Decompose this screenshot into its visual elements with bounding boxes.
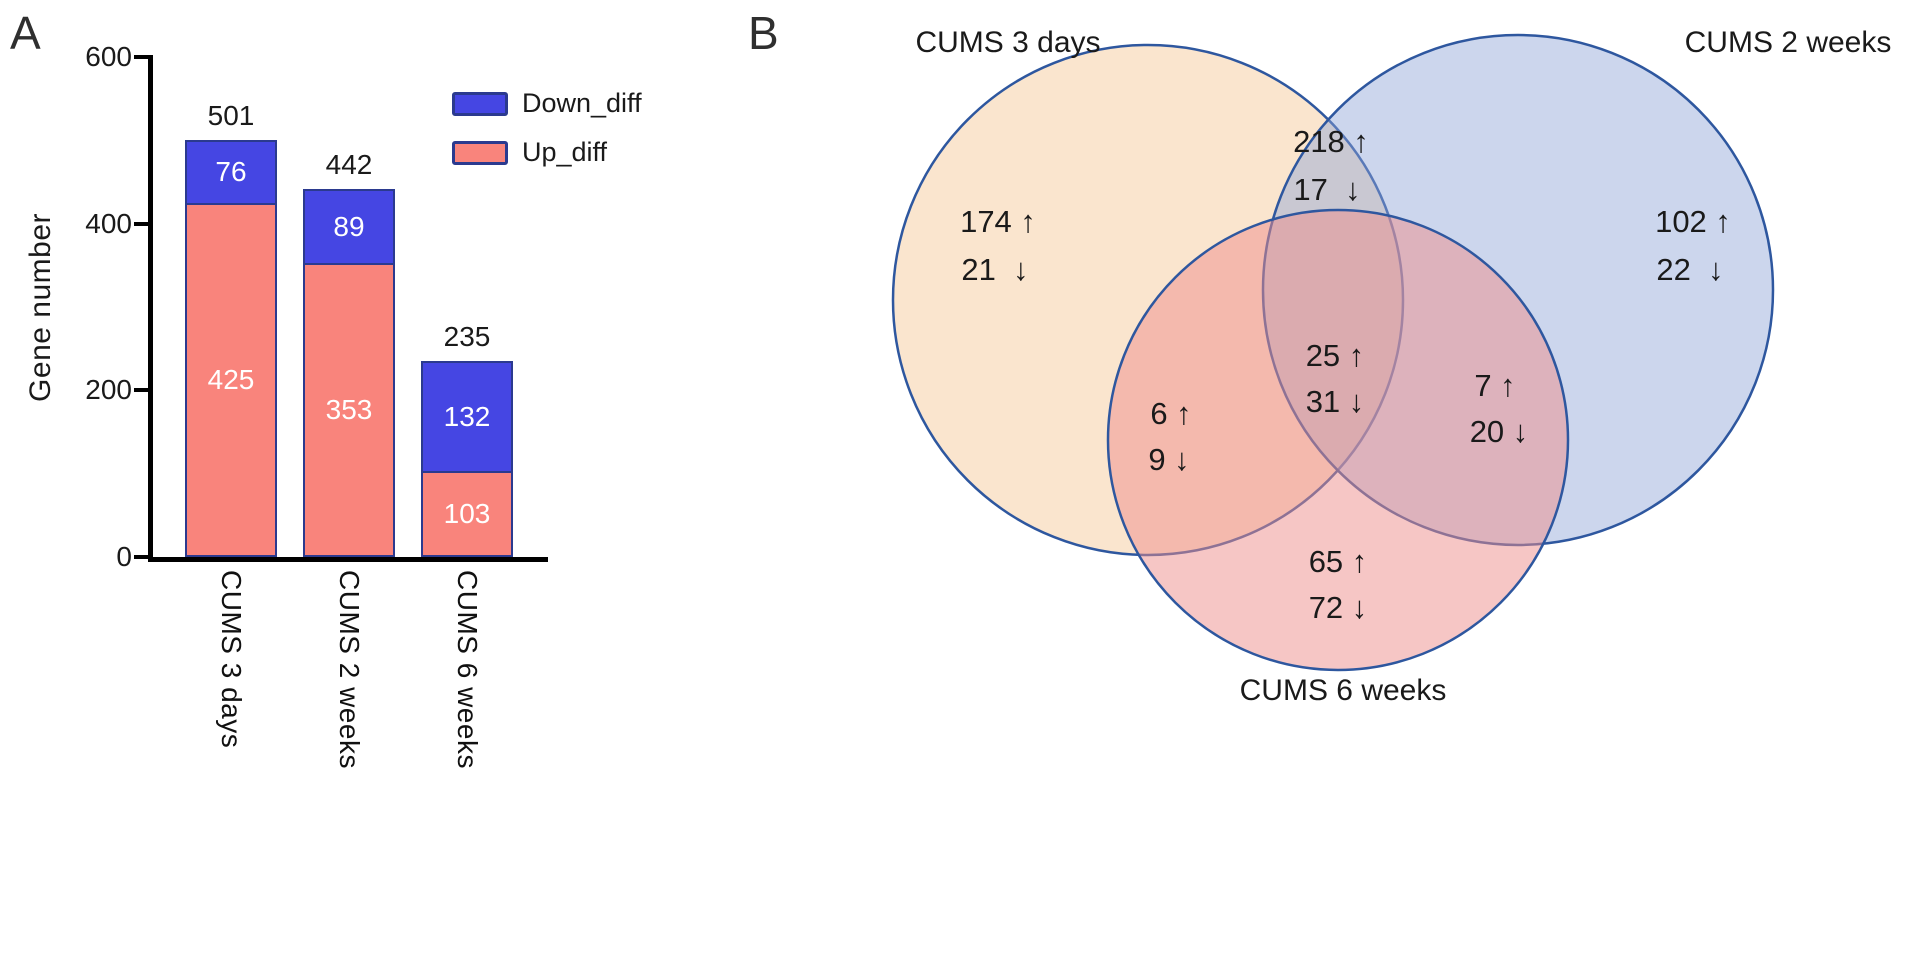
bar-total-label: 442 — [325, 148, 373, 180]
venn-region-3days-only-down: 21 ↓ — [961, 252, 1028, 287]
y-tick-label: 400 — [85, 207, 132, 239]
stacked-bar-2: 442 89 353 — [303, 149, 395, 557]
venn-region-6weeks-only-down: 72 ↓ — [1309, 590, 1368, 625]
x-axis-labels: CUMS 3 days CUMS 2 weeks CUMS 6 weeks — [154, 570, 548, 830]
x-axis-line — [148, 557, 548, 562]
venn-region-2weeks-6weeks-up: 7 ↑ — [1474, 368, 1515, 403]
y-axis-line — [148, 55, 153, 562]
venn-circle-cums-6-weeks — [1106, 208, 1570, 672]
segment-down-diff: 76 — [185, 139, 277, 203]
venn-diagram: CUMS 3 days CUMS 2 weeks CUMS 6 weeks 17… — [891, 26, 1892, 707]
venn-set-label-cums-2-weeks: CUMS 2 weeks — [1685, 26, 1892, 59]
y-tick-mark — [134, 555, 149, 559]
y-tick-label: 200 — [85, 374, 132, 406]
stacked-bar-1: 501 76 425 — [185, 100, 277, 557]
venn-region-3days-6weeks-up: 6 ↑ — [1150, 396, 1191, 431]
y-tick-mark — [134, 388, 149, 393]
x-axis-label-wrap: CUMS 3 days — [185, 570, 277, 748]
legend: Down_diff Up_diff — [452, 88, 642, 168]
segment-up-diff: 103 — [421, 471, 513, 557]
venn-region-3days-2weeks-down: 17 ↓ — [1293, 172, 1360, 207]
legend-swatch-down-diff — [452, 91, 508, 116]
venn-region-all-three-down: 31 ↓ — [1306, 384, 1365, 419]
venn-region-6weeks-only-up: 65 ↑ — [1309, 544, 1368, 579]
panel-label-b: B — [748, 7, 779, 59]
y-tick-label: 600 — [85, 41, 132, 72]
legend-item-down-diff: Down_diff — [452, 88, 642, 119]
legend-label-up-diff: Up_diff — [522, 137, 608, 167]
venn-region-2weeks-only-down: 22 ↓ — [1656, 252, 1723, 287]
venn-set-label-cums-3-days: CUMS 3 days — [915, 26, 1100, 59]
x-axis-label-wrap: CUMS 6 weeks — [421, 570, 513, 769]
y-tick-label: 0 — [116, 541, 132, 572]
venn-region-2weeks-only-up: 102 ↑ — [1655, 204, 1731, 239]
y-tick-mark — [134, 221, 149, 226]
stacked-bar-3: 235 132 103 — [421, 321, 513, 557]
legend-item-up-diff: Up_diff — [452, 137, 642, 168]
legend-label-down-diff: Down_diff — [522, 88, 642, 118]
x-axis-label: CUMS 6 weeks — [452, 570, 483, 769]
segment-up-diff: 353 — [303, 262, 395, 557]
bar-chart-panel: A Down_diff Up_diff Gene number 0 200 400 6… — [0, 0, 743, 955]
x-axis-label: CUMS 2 weeks — [334, 570, 365, 769]
y-axis-title-text: Gene number — [24, 212, 57, 402]
segment-up-diff: 425 — [185, 202, 277, 557]
venn-region-3days-6weeks-down: 9 ↓ — [1148, 442, 1189, 477]
bars-area: 501 76 425 442 89 353 235 132 103 — [154, 57, 548, 557]
segment-down-diff: 132 — [421, 361, 513, 472]
venn-region-3days-only-up: 174 ↑ — [960, 204, 1036, 239]
legend-swatch-up-diff — [452, 140, 508, 165]
x-axis-label: CUMS 3 days — [216, 570, 247, 749]
venn-panel: CUMS 3 days CUMS 2 weeks CUMS 6 weeks 17… — [743, 0, 1913, 955]
y-tick-mark — [134, 55, 149, 59]
y-axis-title: Gene number — [24, 57, 58, 557]
venn-region-all-three-up: 25 ↑ — [1306, 338, 1365, 373]
panel-label-a: A — [10, 7, 41, 59]
venn-region-3days-2weeks-up: 218 ↑ — [1293, 124, 1369, 159]
segment-down-diff: 89 — [303, 188, 395, 263]
bar-total-label: 235 — [443, 321, 491, 353]
venn-set-label-cums-6-weeks: CUMS 6 weeks — [1240, 674, 1447, 707]
x-axis-label-wrap: CUMS 2 weeks — [303, 570, 395, 769]
bar-total-label: 501 — [207, 99, 255, 131]
venn-region-2weeks-6weeks-down: 20 ↓ — [1470, 414, 1529, 449]
